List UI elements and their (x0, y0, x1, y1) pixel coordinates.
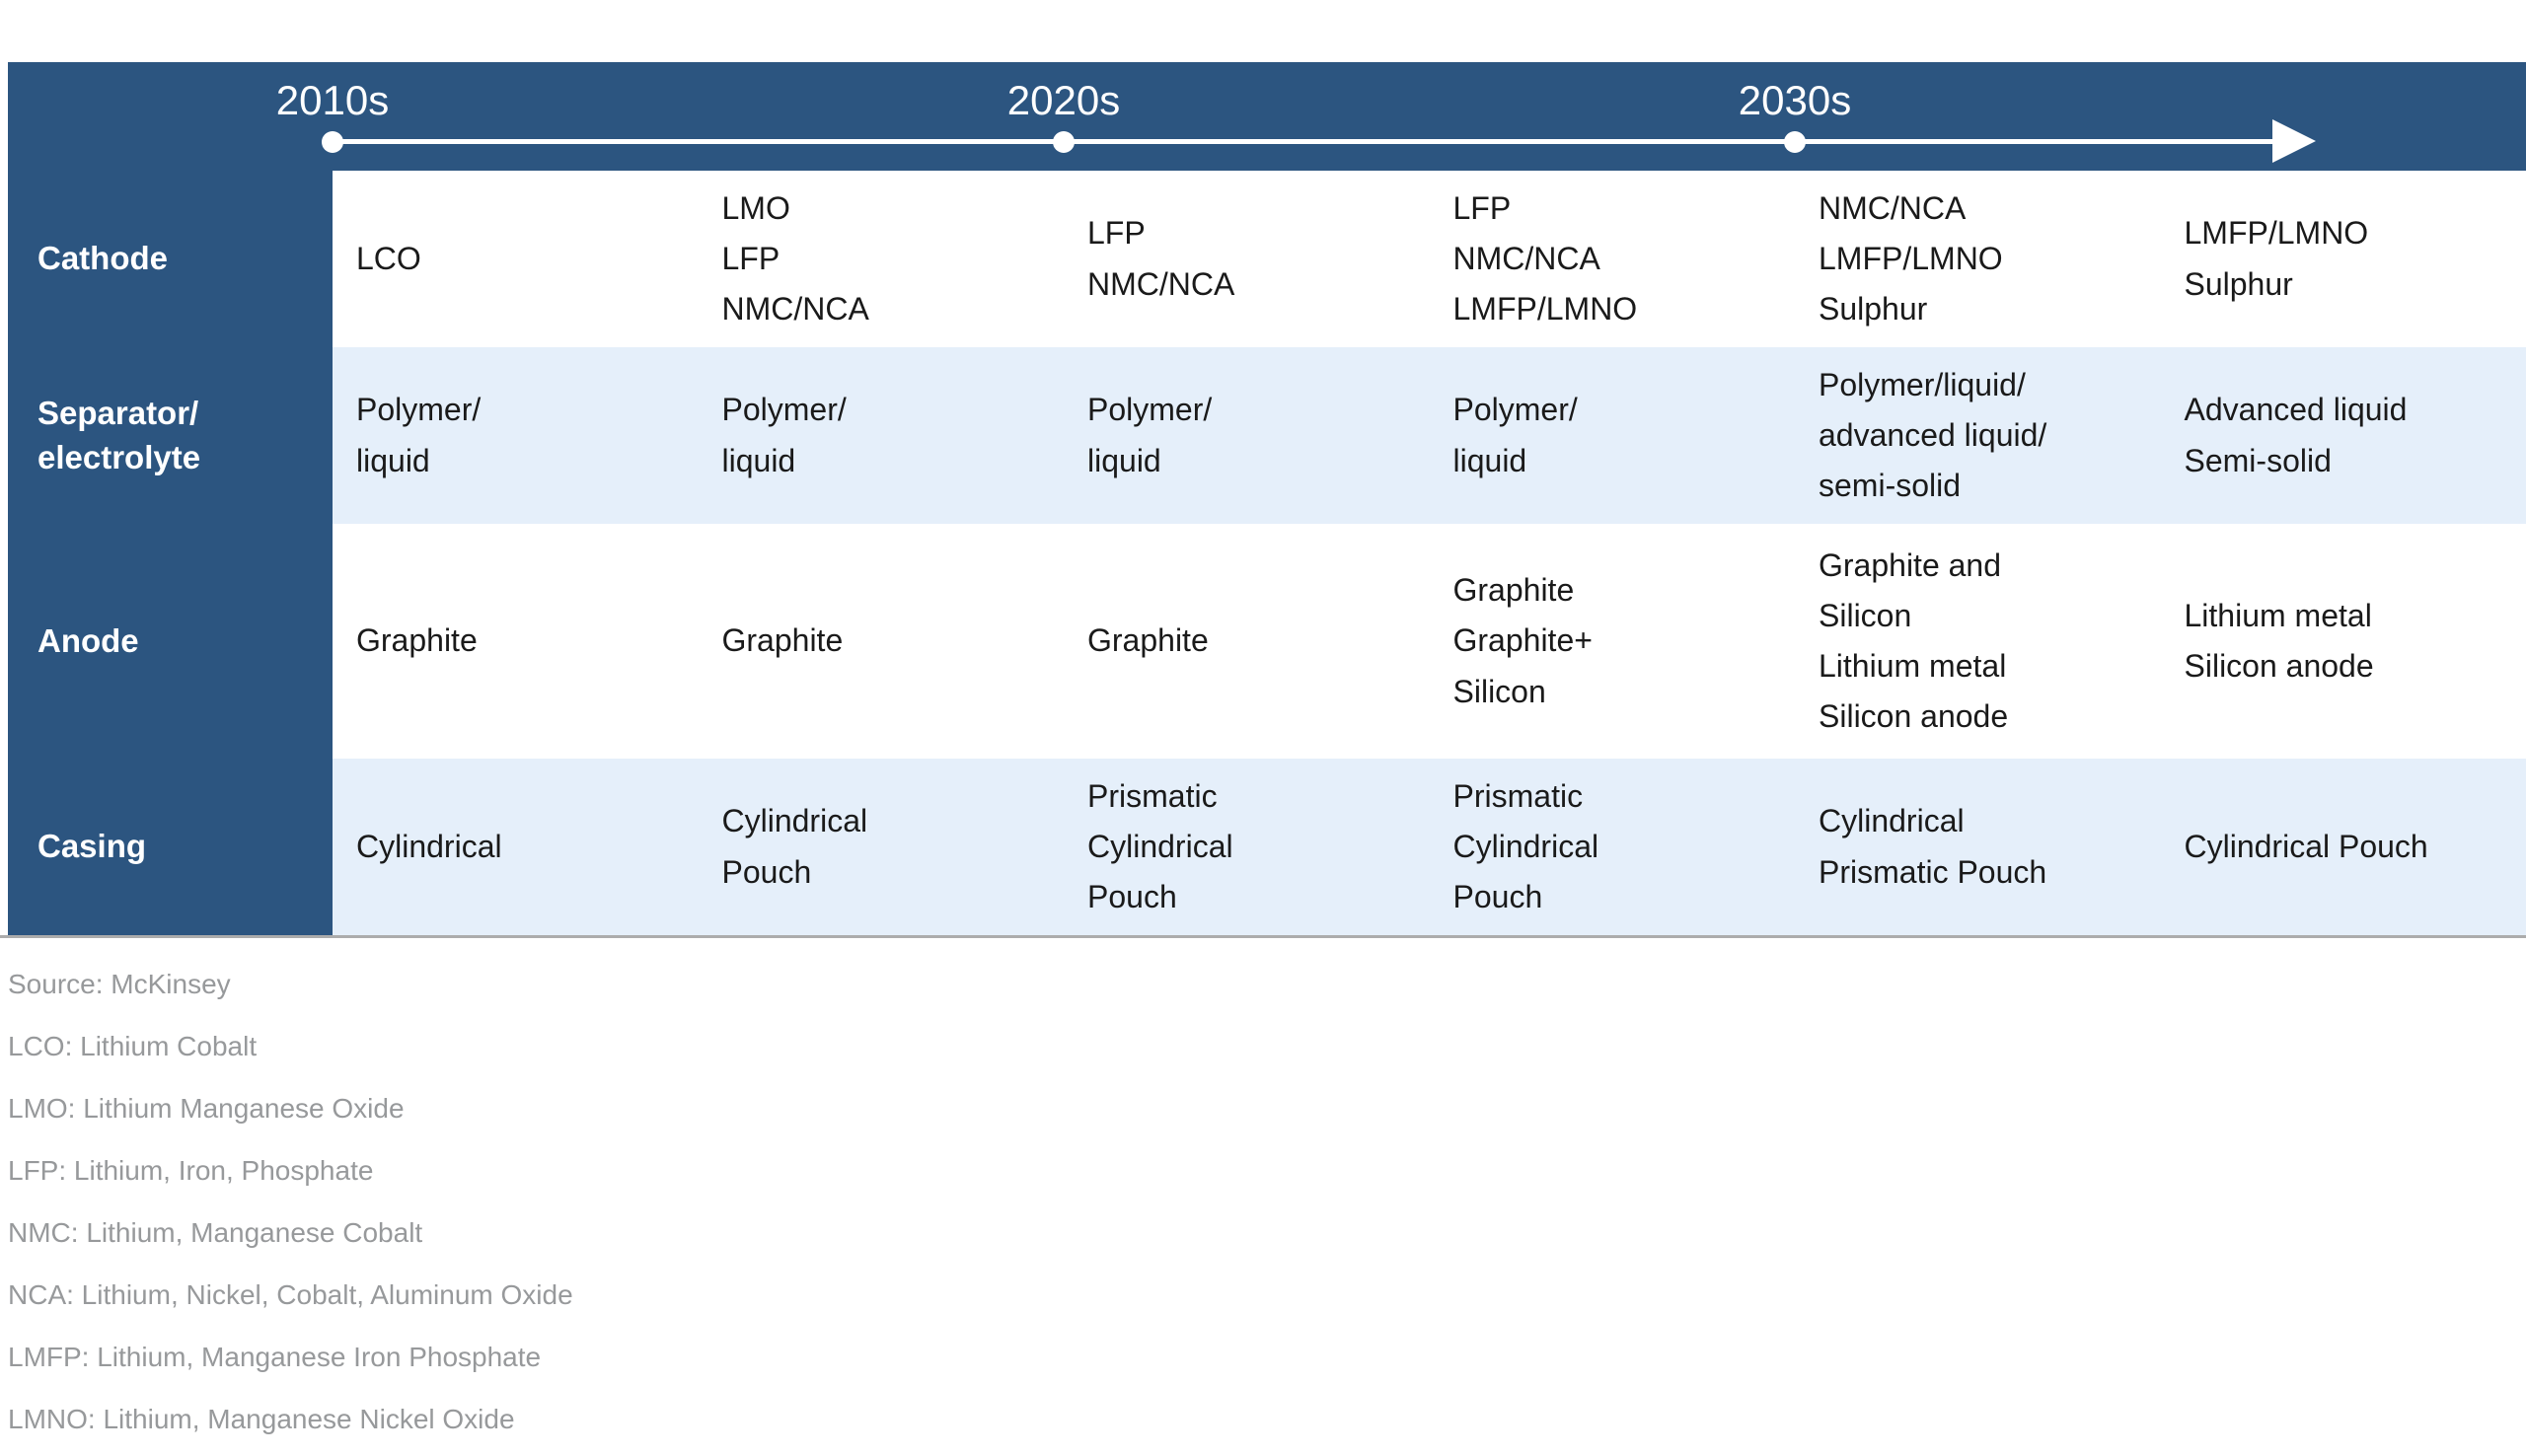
decade-label-2030s: 2030s (1738, 77, 1852, 123)
decade-label-2020s: 2020s (1006, 77, 1121, 123)
row-label-anode: Anode (8, 524, 333, 759)
footnote-lmno: LMNO: Lithium, Manganese Nickel Oxide (8, 1403, 515, 1434)
footnote-lmfp: LMFP: Lithium, Manganese Iron Phosphate (8, 1341, 542, 1372)
timeline-axis-line (333, 139, 2279, 144)
cell-separator-2020s-late: Polymer/ liquid (1429, 347, 1795, 524)
timeline-dot-2030s (1784, 131, 1806, 153)
footnote-lmo: LMO: Lithium Manganese Oxide (8, 1092, 405, 1124)
cell-anode-2010s-early: Graphite (333, 524, 699, 759)
cell-casing-2030s-late: Cylindrical Pouch (2160, 759, 2526, 935)
cell-cathode-2010s-early: LCO (333, 171, 699, 347)
cell-casing-2010s-early: Cylindrical (333, 759, 699, 935)
cell-cathode-2030s-late: LMFP/LMNO Sulphur (2160, 171, 2526, 347)
cell-anode-2030s-early: Graphite and Silicon Lithium metal Silic… (1795, 524, 2161, 759)
footnote-nca: NCA: Lithium, Nickel, Cobalt, Aluminum O… (8, 1278, 573, 1310)
cell-casing-2020s-early: Prismatic Cylindrical Pouch (1064, 759, 1430, 935)
row-label-casing: Casing (8, 759, 333, 935)
cell-anode-2030s-late: Lithium metal Silicon anode (2160, 524, 2526, 759)
cell-casing-2020s-late: Prismatic Cylindrical Pouch (1429, 759, 1795, 935)
timeline-dot-2010s (322, 131, 343, 153)
decade-label-2010s: 2010s (275, 77, 390, 123)
cell-separator-2010s-late: Polymer/ liquid (698, 347, 1064, 524)
footnotes: Source: McKinsey LCO: Lithium Cobalt LMO… (8, 953, 1981, 1450)
timeline-header: 2010s 2020s 2030s (8, 62, 2526, 171)
cell-separator-2010s-early: Polymer/ liquid (333, 347, 699, 524)
footnote-source: Source: McKinsey (8, 968, 231, 999)
cell-anode-2020s-late: Graphite Graphite+ Silicon (1429, 524, 1795, 759)
cell-anode-2020s-early: Graphite (1064, 524, 1430, 759)
footnote-lfp: LFP: Lithium, Iron, Phosphate (8, 1154, 374, 1186)
technology-table: Cathode LCO LMO LFP NMC/NCA LFP NMC/NCA … (8, 171, 2526, 935)
cell-cathode-2030s-early: NMC/NCA LMFP/LMNO Sulphur (1795, 171, 2161, 347)
timeline-dot-2020s (1053, 131, 1075, 153)
table-bottom-divider (0, 935, 2526, 938)
cell-cathode-2020s-early: LFP NMC/NCA (1064, 171, 1430, 347)
cell-cathode-2010s-late: LMO LFP NMC/NCA (698, 171, 1064, 347)
cell-separator-2020s-early: Polymer/ liquid (1064, 347, 1430, 524)
timeline-arrow-icon (2272, 119, 2316, 163)
cell-separator-2030s-late: Advanced liquid Semi-solid (2160, 347, 2526, 524)
row-label-separator-electrolyte: Separator/ electrolyte (8, 347, 333, 524)
footnote-nmc: NMC: Lithium, Manganese Cobalt (8, 1216, 423, 1248)
cell-casing-2010s-late: Cylindrical Pouch (698, 759, 1064, 935)
cell-anode-2010s-late: Graphite (698, 524, 1064, 759)
cell-cathode-2020s-late: LFP NMC/NCA LMFP/LMNO (1429, 171, 1795, 347)
footnote-lco: LCO: Lithium Cobalt (8, 1030, 258, 1061)
cell-separator-2030s-early: Polymer/liquid/ advanced liquid/ semi-so… (1795, 347, 2161, 524)
cell-casing-2030s-early: Cylindrical Prismatic Pouch (1795, 759, 2161, 935)
row-label-cathode: Cathode (8, 171, 333, 347)
